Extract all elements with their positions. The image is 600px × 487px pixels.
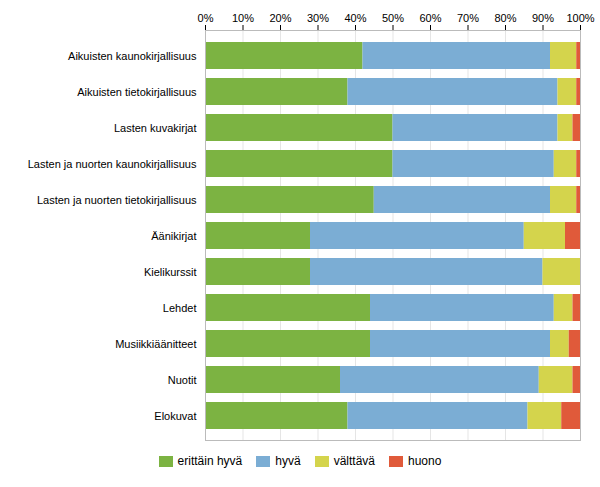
html-text:välttävä: välttävä xyxy=(333,454,375,468)
svg-text:Lasten ja nuorten kaunokirjall: Lasten ja nuorten kaunokirjallisuus xyxy=(28,158,197,170)
svg-text:10%: 10% xyxy=(232,12,254,24)
svg-text:Lasten ja nuorten tietokirjall: Lasten ja nuorten tietokirjallisuus xyxy=(37,194,197,206)
svg-text:Musiikkiäänitteet: Musiikkiäänitteet xyxy=(115,338,196,350)
svg-text:50%: 50% xyxy=(382,12,404,24)
svg-text:20%: 20% xyxy=(269,12,291,24)
svg-text:Elokuvat: Elokuvat xyxy=(154,410,196,422)
svg-text:Kielikurssit: Kielikurssit xyxy=(144,266,197,278)
svg-text:70%: 70% xyxy=(457,12,479,24)
html-text:erittäin hyvä: erittäin hyvä xyxy=(177,454,243,468)
html-text:huono: huono xyxy=(408,454,442,468)
svg-text:Aikuisten tietokirjallisuus: Aikuisten tietokirjallisuus xyxy=(77,86,197,98)
svg-text:Lasten kuvakirjat: Lasten kuvakirjat xyxy=(114,122,197,134)
svg-text:Nuotit: Nuotit xyxy=(168,374,197,386)
svg-text:90%: 90% xyxy=(532,12,554,24)
svg-text:Äänikirjat: Äänikirjat xyxy=(151,230,196,242)
svg-text:0%: 0% xyxy=(198,12,214,24)
svg-text:Aikuisten kaunokirjallisuus: Aikuisten kaunokirjallisuus xyxy=(68,50,197,62)
svg-text:Lehdet: Lehdet xyxy=(163,302,197,314)
svg-text:80%: 80% xyxy=(494,12,516,24)
svg-text:40%: 40% xyxy=(344,12,366,24)
svg-text:30%: 30% xyxy=(307,12,329,24)
html-text:hyvä: hyvä xyxy=(275,454,301,468)
svg-text:60%: 60% xyxy=(419,12,441,24)
svg-text:100%: 100% xyxy=(566,12,594,24)
